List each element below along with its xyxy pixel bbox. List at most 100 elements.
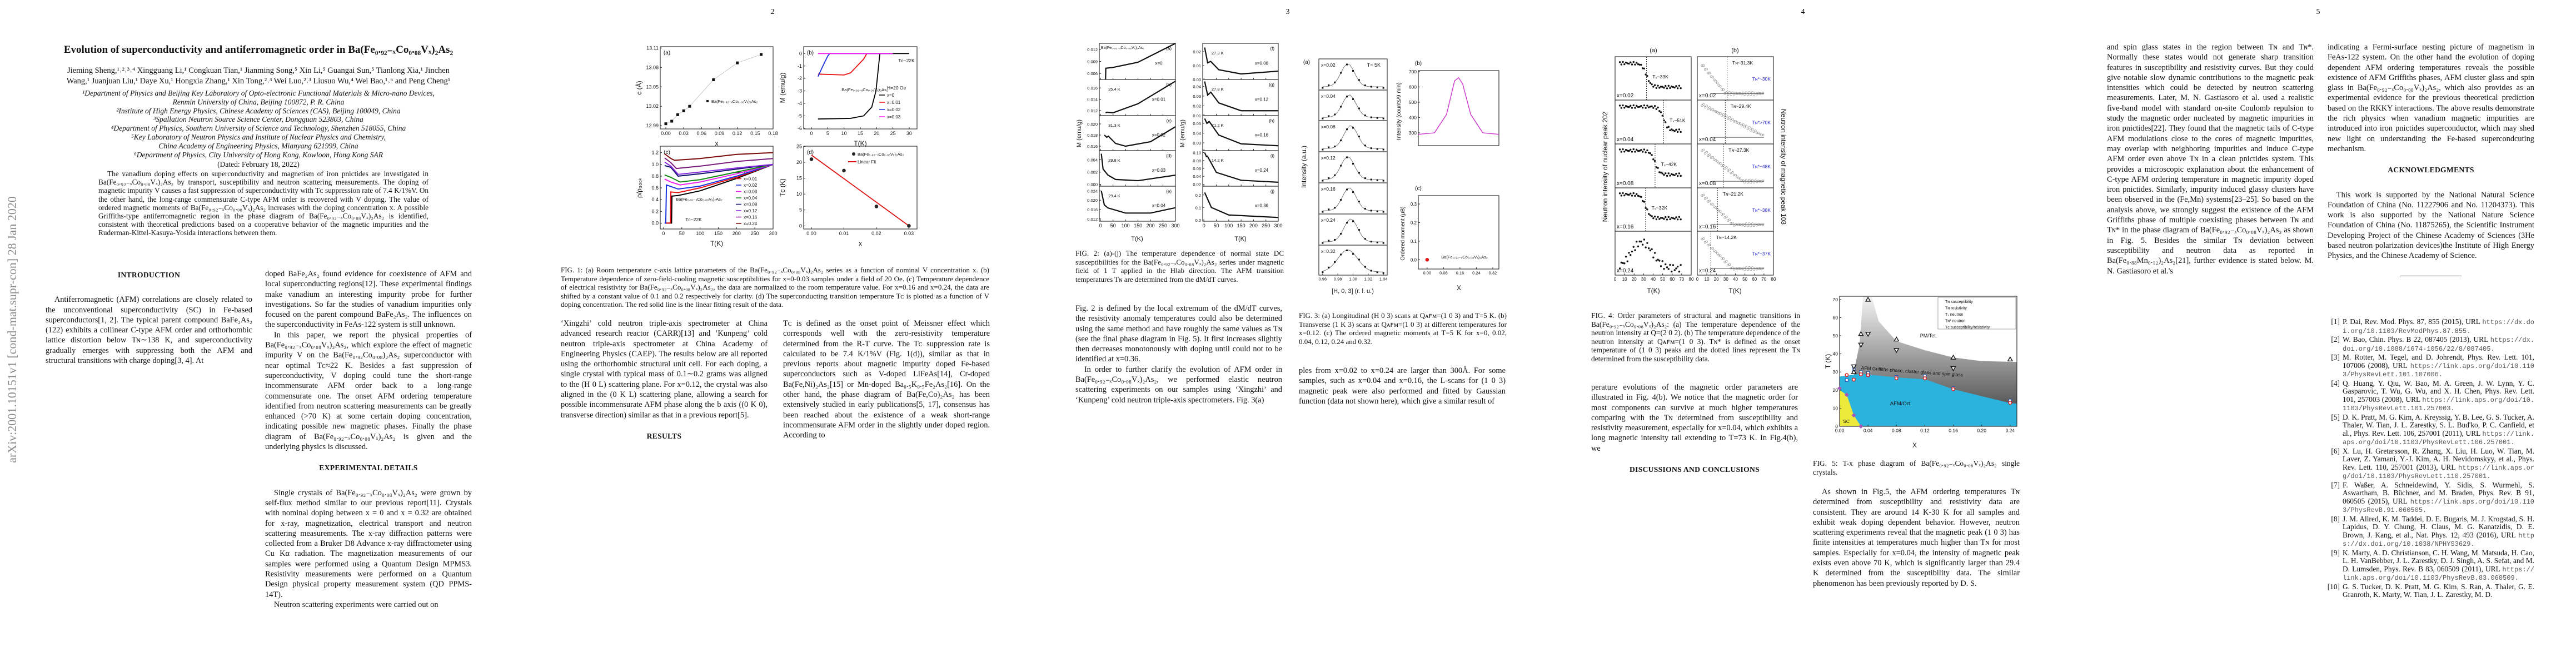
data-point — [1646, 104, 1648, 107]
reference-link[interactable]: https://link.aps.org/doi/10.1103/PhysRev… — [2343, 362, 2534, 379]
data-point — [1710, 203, 1713, 206]
reference-link[interactable]: https://link.aps.org/doi/10.1103/PhysRev… — [2343, 464, 2534, 481]
y-tick-label: 0.01 — [1193, 63, 1201, 68]
data-point — [1370, 86, 1372, 88]
data-point — [1728, 263, 1731, 266]
y-tick-label: 0.020 — [1087, 198, 1098, 203]
compound-label: Ba(Fe₀.₉₂₋ₓCo₀.₀₈Vₓ)₂As₂ — [676, 197, 723, 202]
data-point — [1382, 211, 1384, 213]
tnstar-annotation: Tɴ*~38K — [1752, 207, 1771, 213]
y-tick-label: 0.016 — [1087, 144, 1098, 149]
data-point — [1641, 107, 1644, 109]
x-tick-label: 0.00 — [1423, 271, 1432, 276]
data-point — [1334, 174, 1336, 176]
y-axis-label: Intensity (counts/9 min) — [1396, 82, 1402, 140]
y-tick-label: 0.02 — [1193, 49, 1201, 54]
compound-label: Ba(Fe₀.₉₂₋ₓCo₀.₀₈Vₓ)₂As₂ — [841, 87, 888, 92]
data-point — [1632, 104, 1635, 107]
data-point — [1750, 268, 1752, 271]
data-point — [1661, 260, 1663, 262]
y-tick-label: -2 — [798, 76, 802, 81]
data-point — [1661, 86, 1663, 88]
doping-label: x=0.36 — [1255, 203, 1269, 208]
data-point — [1625, 104, 1627, 107]
x-tick-label: 30 — [906, 131, 912, 136]
affiliation: ¹Department of Physics and Beijing Key L… — [82, 89, 435, 97]
doping-label: x=0.04 — [1152, 203, 1166, 208]
y-tick-label: 0.02 — [1193, 182, 1201, 187]
tn-annotation: Tɴ~31.3K — [1732, 60, 1753, 66]
data-point — [1754, 266, 1757, 270]
reference-item: [7] F. Waßer, A. Schneidewind, Y. Sidis, … — [2323, 481, 2534, 515]
data-point — [1620, 261, 1623, 264]
data-point — [1667, 126, 1670, 128]
date-line: (Dated: February 18, 2022) — [217, 160, 300, 168]
data-point — [1730, 172, 1732, 175]
panel-tag: (a) — [664, 50, 670, 56]
series-curve — [664, 163, 774, 224]
data-point — [1346, 63, 1348, 66]
reference-link[interactable]: https://link.aps.org/doi/10.1103/PhysRev… — [2343, 396, 2534, 413]
tnstar-point — [1851, 369, 1857, 374]
y-tick-label: 300 — [1409, 130, 1417, 136]
phase-label: PM/Tet. — [1920, 333, 1937, 339]
panel-tag: (d) — [1166, 153, 1172, 158]
data-point — [1760, 133, 1763, 136]
reference-link[interactable]: https://dx.doi.org/10.1088/1674-1056/22/… — [2343, 336, 2534, 353]
reference-link[interactable]: https://dx.doi.org/10.1103/RevModPhys.87… — [2343, 318, 2534, 335]
y-tick-label: 1.2 — [651, 150, 659, 156]
panel-tag: (b) — [807, 50, 814, 56]
x-tick-label: 0.03 — [904, 231, 914, 236]
reference-link[interactable]: https://dx.doi.org/10.1038/NPHYS3629. — [2343, 531, 2534, 549]
reference-item: [10] G. S. Tucker, D. K. Pratt, M. G. Kim… — [2323, 583, 2534, 600]
data-point — [1713, 78, 1716, 81]
data-point — [1637, 150, 1640, 152]
data-point — [1667, 216, 1670, 218]
data-point — [1711, 203, 1714, 206]
paragraph: Neutron scattering experiments were carr… — [273, 600, 439, 609]
reference-item: [1] P. Dai, Rev. Mod. Phys. 87, 855 (2015… — [2323, 317, 2534, 335]
data-point — [1669, 129, 1671, 132]
y-tick-label: 10 — [1833, 405, 1838, 411]
data-point — [1678, 216, 1681, 218]
tn-susceptibility-point — [1845, 378, 1848, 382]
data-point — [1748, 222, 1751, 225]
paragraph: doped BaFe₂As₂ found evidence for coexis… — [265, 270, 472, 330]
tn-resistivity-point — [1858, 372, 1863, 376]
reference-link[interactable]: https://link.aps.org/doi/10.1103/PhysRev… — [2343, 565, 2534, 583]
data-point — [1680, 87, 1682, 89]
data-point — [1723, 116, 1726, 119]
data-point — [1740, 224, 1743, 227]
y-axis-label: ρ/ρ₃₀₀ₖ — [635, 177, 643, 198]
reference-link[interactable]: https://link.aps.org/doi/10.1103/PhysRev… — [2343, 497, 2534, 515]
y-tick-label: 0.02 — [1193, 103, 1201, 108]
y-tick-label: 0.03 — [1193, 94, 1201, 99]
x-tick-label: 0.98 — [1334, 277, 1342, 282]
tnstar-point — [2007, 356, 2014, 362]
y-axis-label: M (emu/g) — [1179, 120, 1186, 147]
data-point — [1716, 252, 1719, 255]
data-point — [1638, 240, 1641, 243]
reference-body: G. S. Tucker, D. K. Pratt, M. G. Kim, S.… — [2343, 583, 2534, 600]
section-heading: DISCUSSIONS AND CONCLUSIONS — [1630, 465, 1760, 474]
x-axis-label: x — [859, 240, 862, 247]
data-point — [1667, 84, 1670, 87]
x-tick-label: 0.09 — [715, 131, 725, 136]
data-point — [1641, 200, 1644, 202]
data-point — [1632, 61, 1635, 63]
reference-number: [3] — [2331, 353, 2340, 361]
page2-left-column: ‘Xingzhi’ cold neutron triple-axis spect… — [561, 318, 768, 456]
panel-tag: (g) — [1269, 82, 1274, 87]
susceptibility-curve — [1105, 81, 1176, 114]
x-tick-label: 80 — [1771, 277, 1776, 282]
reference-link[interactable]: https://link.aps.org/doi/10.1103/PhysRev… — [2343, 430, 2534, 447]
data-point — [1641, 243, 1644, 246]
data-point — [1716, 160, 1719, 163]
section-heading: RESULTS — [646, 431, 682, 440]
data-point — [1671, 85, 1673, 88]
y-tick-label: 0.10 — [1193, 151, 1201, 156]
data-point — [1722, 113, 1725, 116]
fig3c-panel — [1418, 195, 1499, 270]
data-point — [1640, 196, 1642, 198]
y-tick-label: 0.018 — [1087, 133, 1098, 138]
